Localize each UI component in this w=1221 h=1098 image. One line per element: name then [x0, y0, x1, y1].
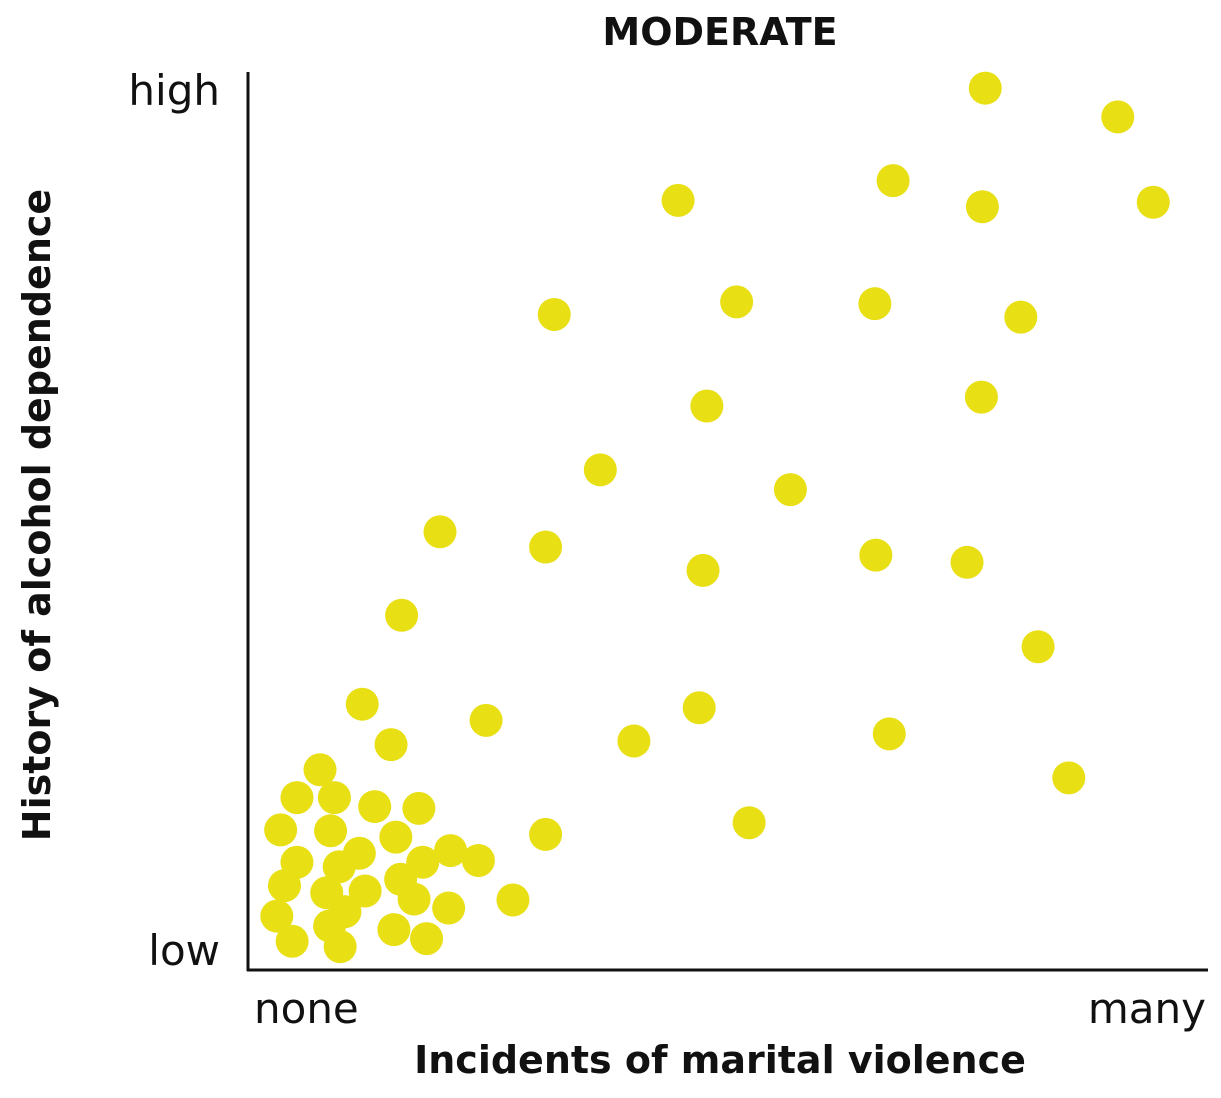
data-point [968, 71, 1002, 105]
data-points [260, 71, 1170, 964]
data-point [410, 922, 444, 956]
y-axis-label: History of alcohol dependence [15, 189, 59, 841]
y-tick-high: high [128, 66, 220, 115]
x-tick-none: none [254, 984, 359, 1033]
data-point [432, 891, 466, 925]
data-point [267, 869, 301, 903]
data-point [858, 287, 892, 321]
data-point [402, 791, 436, 825]
data-point [348, 874, 382, 908]
data-point [374, 728, 408, 762]
data-point [859, 538, 893, 572]
data-point [686, 553, 720, 587]
data-point [385, 598, 419, 632]
data-point [1004, 300, 1038, 334]
data-point [358, 790, 392, 824]
chart-title: MODERATE [602, 10, 837, 54]
data-point [876, 164, 910, 198]
data-point [583, 453, 617, 487]
data-point [322, 850, 356, 884]
data-point [617, 724, 651, 758]
data-point [537, 297, 571, 331]
data-point [314, 814, 348, 848]
data-point [1136, 185, 1170, 219]
data-point [280, 781, 314, 815]
data-point [950, 545, 984, 579]
data-point [682, 691, 716, 725]
data-point [732, 806, 766, 840]
data-point [275, 924, 309, 958]
data-point [529, 817, 563, 851]
data-point [345, 687, 379, 721]
data-point [964, 380, 998, 414]
data-point [469, 703, 503, 737]
data-point [773, 473, 807, 507]
data-point [303, 753, 337, 787]
data-point [377, 913, 411, 947]
data-point [529, 530, 563, 564]
x-axis-label: Incidents of marital violence [414, 1038, 1026, 1082]
data-point [317, 781, 351, 815]
data-point [965, 190, 999, 224]
data-point [434, 834, 468, 868]
data-point [496, 883, 530, 917]
data-point [397, 882, 431, 916]
data-point [1052, 761, 1086, 795]
data-point [461, 843, 495, 877]
data-point [720, 285, 754, 319]
data-point [379, 820, 413, 854]
data-point [260, 899, 294, 933]
data-point [1101, 100, 1135, 134]
data-point [264, 813, 298, 847]
data-point [690, 389, 724, 423]
data-point [323, 930, 357, 964]
x-tick-many: many [1088, 984, 1206, 1033]
y-tick-low: low [148, 926, 220, 975]
data-point [872, 717, 906, 751]
data-point [1021, 630, 1055, 664]
data-point [423, 515, 457, 549]
data-point [661, 183, 695, 217]
